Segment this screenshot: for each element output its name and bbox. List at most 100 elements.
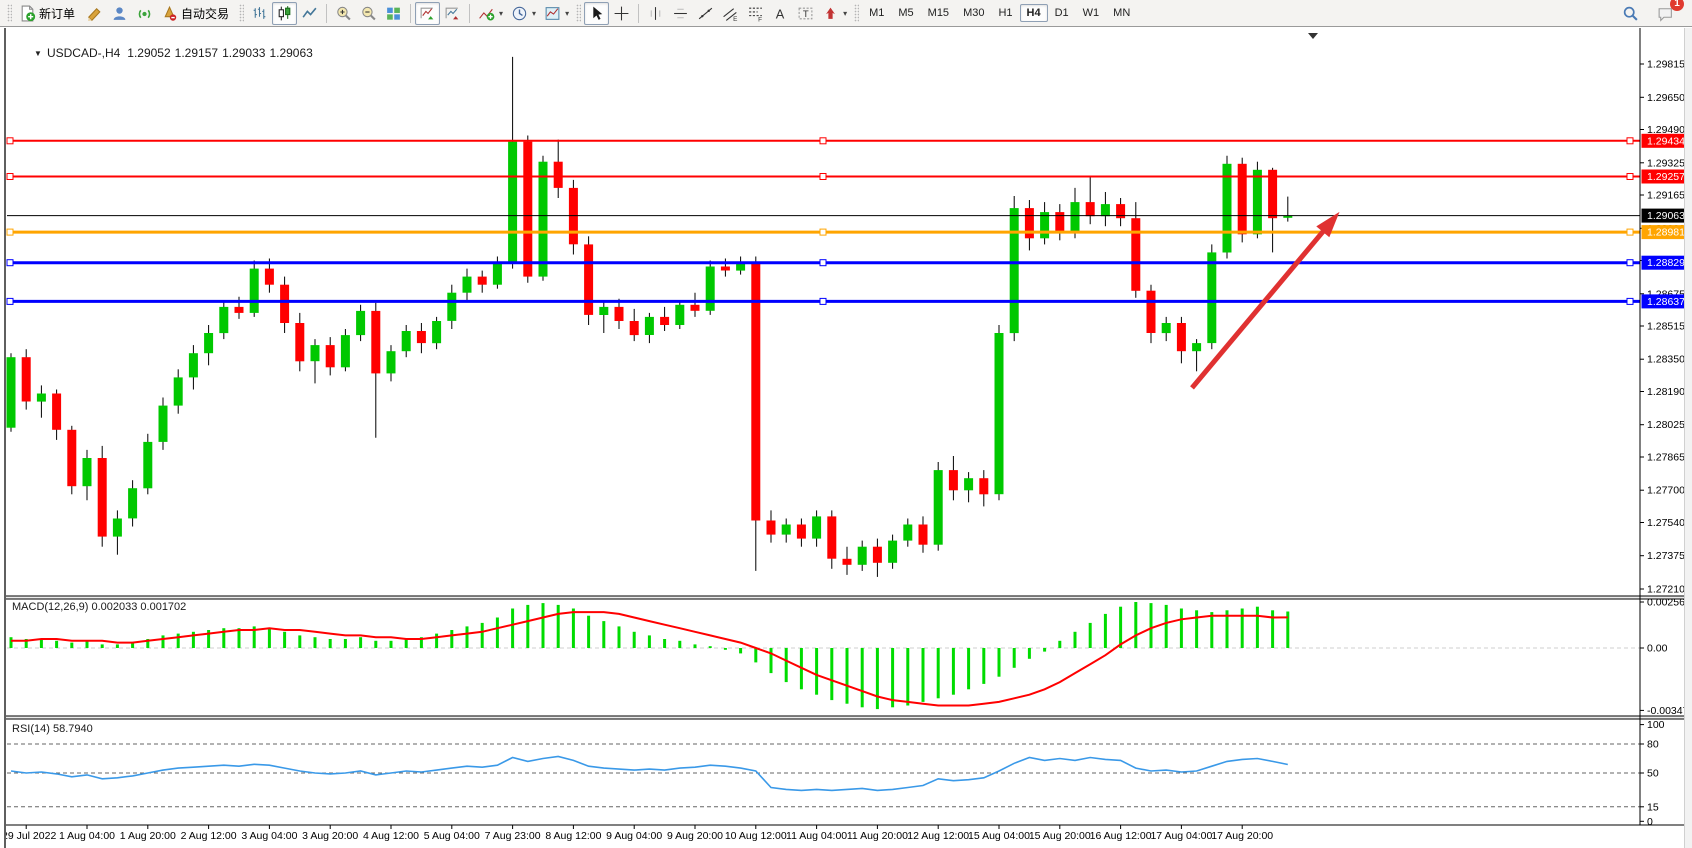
toolbar-grip[interactable]	[854, 4, 860, 22]
periods-button[interactable]: ▾	[507, 2, 540, 25]
text-label-icon: T	[797, 5, 814, 22]
toolbar-separator	[638, 3, 640, 23]
svg-text:0.00: 0.00	[1647, 643, 1668, 655]
chart-canvas[interactable]: 1.29815 1.29650 1.29490 1.29325 1.29165 1.290…	[0, 28, 1692, 848]
svg-text:5 Aug 04:00: 5 Aug 04:00	[424, 830, 480, 842]
chart-shift-icon	[444, 5, 461, 22]
line-chart-icon	[301, 5, 318, 22]
templates-button[interactable]: ▾	[540, 2, 573, 25]
tile-windows-button[interactable]	[381, 2, 406, 25]
svg-text:1.27865: 1.27865	[1647, 452, 1685, 464]
svg-text:29 Jul 2022: 29 Jul 2022	[2, 830, 56, 842]
search-button[interactable]	[1618, 2, 1643, 25]
svg-text:F: F	[758, 16, 762, 22]
svg-text:17 Aug 20:00: 17 Aug 20:00	[1211, 830, 1273, 842]
auto-scroll-button[interactable]	[415, 1, 441, 25]
dropdown-caret: ▾	[843, 8, 848, 18]
timeframe-mn[interactable]: MN	[1113, 7, 1131, 19]
toolbar-grip[interactable]	[239, 4, 245, 22]
chart-shift-button[interactable]	[440, 2, 465, 25]
svg-text:A: A	[776, 6, 785, 21]
dropdown-caret: ▾	[565, 8, 570, 18]
window-left-border	[0, 28, 6, 848]
svg-text:1 Aug 20:00: 1 Aug 20:00	[120, 830, 176, 842]
indicators-icon	[478, 5, 495, 22]
svg-text:15 Aug 20:00: 15 Aug 20:00	[1029, 830, 1091, 842]
svg-text:11 Aug 20:00: 11 Aug 20:00	[847, 830, 908, 842]
text-button[interactable]: A	[768, 2, 793, 25]
indicators-button[interactable]: ▾	[474, 2, 507, 25]
main-toolbar: 新订单 自动交易	[0, 0, 1692, 27]
horizontal-line-button[interactable]	[668, 2, 693, 25]
svg-text:-0.003477: -0.003477	[1647, 705, 1692, 717]
svg-text:4 Aug 12:00: 4 Aug 12:00	[363, 830, 419, 842]
arrows-button[interactable]: ▾	[818, 2, 851, 25]
candlestick-button[interactable]	[272, 1, 298, 25]
new-order-button[interactable]: 新订单	[15, 2, 82, 25]
svg-text:1.29490: 1.29490	[1647, 124, 1685, 136]
svg-text:9 Aug 20:00: 9 Aug 20:00	[667, 830, 723, 842]
svg-text:11 Aug 04:00: 11 Aug 04:00	[786, 830, 847, 842]
text-label-button[interactable]: T	[793, 2, 818, 25]
svg-text:80: 80	[1647, 739, 1659, 751]
rsi-indicator-label: RSI(14) 58.7940	[12, 723, 93, 735]
auto-trading-button[interactable]: 自动交易	[157, 2, 236, 25]
rsi-axis: 100 80 50 15 0	[1640, 719, 1665, 828]
svg-text:3 Aug 20:00: 3 Aug 20:00	[302, 830, 358, 842]
chat-icon	[1657, 5, 1674, 22]
ohlc-bars-button[interactable]	[247, 2, 272, 25]
ohlc-bars-icon	[251, 5, 268, 22]
svg-text:1.28637: 1.28637	[1647, 296, 1685, 308]
signals-button[interactable]	[132, 2, 157, 25]
toolbar-grip[interactable]	[7, 4, 12, 22]
arrows-icon	[822, 5, 839, 22]
trendline-button[interactable]	[693, 2, 718, 25]
crosshair-button[interactable]	[609, 2, 634, 25]
zoom-in-button[interactable]	[331, 2, 356, 25]
timeframe-m5[interactable]: M5	[898, 7, 914, 19]
fibonacci-icon: F	[747, 5, 764, 22]
dropdown-caret: ▾	[499, 8, 504, 18]
search-icon	[1622, 5, 1639, 22]
trendline-icon	[697, 5, 714, 22]
toolbar-grip[interactable]	[576, 4, 582, 22]
equidistant-channel-icon: E	[722, 5, 739, 22]
zoom-out-button[interactable]	[356, 2, 381, 25]
timeframe-m1[interactable]: M1	[869, 7, 885, 19]
collapse-triangle-icon[interactable]: ▼	[34, 49, 42, 58]
vertical-line-icon	[647, 5, 664, 22]
timeframe-m30[interactable]: M30	[963, 7, 985, 19]
price-axis-badges: 1.29434 1.29257 1.28981 1.28829 1.28637 1.290…	[1641, 133, 1691, 309]
cursor-button[interactable]	[584, 1, 610, 25]
chat-button[interactable]: 1	[1653, 0, 1684, 25]
svg-text:1.29325: 1.29325	[1647, 157, 1685, 169]
timeframe-d1[interactable]: D1	[1054, 7, 1069, 19]
signals-icon	[136, 5, 153, 22]
svg-text:1.29063: 1.29063	[1647, 210, 1685, 222]
svg-text:17 Aug 04:00: 17 Aug 04:00	[1150, 830, 1212, 842]
vertical-line-button[interactable]	[643, 2, 668, 25]
svg-text:8 Aug 12:00: 8 Aug 12:00	[545, 830, 601, 842]
fibonacci-button[interactable]: F	[743, 2, 768, 25]
toolbar-separator	[326, 3, 328, 23]
timeframe-m15[interactable]: M15	[927, 7, 950, 19]
svg-text:1.29257: 1.29257	[1647, 171, 1685, 183]
virtual-hosting-icon	[111, 5, 128, 22]
auto-trading-label: 自动交易	[181, 6, 230, 21]
virtual-hosting-button[interactable]	[107, 2, 132, 25]
svg-text:15 Aug 04:00: 15 Aug 04:00	[968, 830, 1030, 842]
svg-text:3 Aug 04:00: 3 Aug 04:00	[241, 830, 297, 842]
macd-histogram	[9, 602, 1290, 710]
mql5-crayon-button[interactable]	[82, 2, 107, 25]
svg-text:15: 15	[1647, 801, 1659, 813]
svg-text:1.28981: 1.28981	[1647, 227, 1685, 239]
chart-window: 1.29815 1.29650 1.29490 1.29325 1.29165 1.290…	[0, 28, 1692, 848]
timeframe-h1[interactable]: H1	[998, 7, 1013, 19]
timeframe-toolbar: M1 M5 M15 M30 H1 H4 D1 W1 MN	[862, 4, 1137, 22]
timeframe-h4[interactable]: H4	[1019, 4, 1048, 22]
equidistant-channel-button[interactable]: E	[718, 2, 743, 25]
time-axis: 29 Jul 2022 1 Aug 04:00 1 Aug 20:00 2 Aug 1…	[2, 825, 1273, 842]
line-chart-button[interactable]	[297, 2, 322, 25]
svg-text:1.29434: 1.29434	[1647, 135, 1685, 147]
timeframe-w1[interactable]: W1	[1082, 7, 1100, 19]
